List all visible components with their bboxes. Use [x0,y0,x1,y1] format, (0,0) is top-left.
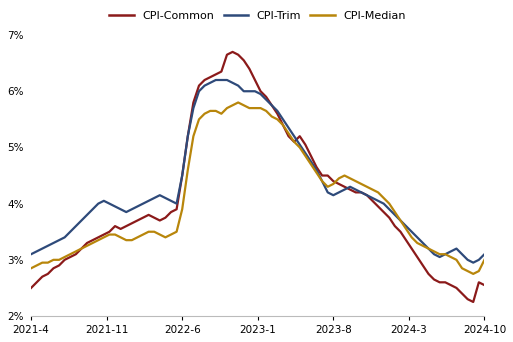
CPI-Trim [386,207,392,211]
CPI-Median [386,201,392,206]
CPI-Common [246,67,252,71]
CPI-Trim [151,196,157,200]
CPI-Common [28,286,34,290]
Line: CPI-Median: CPI-Median [31,103,484,274]
CPI-Common [134,219,141,223]
Legend: CPI-Common, CPI-Trim, CPI-Median: CPI-Common, CPI-Trim, CPI-Median [106,7,409,24]
CPI-Trim [481,252,487,256]
CPI-Trim [246,89,252,93]
CPI-Median [28,266,34,270]
CPI-Common [151,216,157,220]
CPI-Trim [470,261,476,265]
CPI-Trim [28,252,34,256]
CPI-Median [481,258,487,262]
CPI-Trim [134,205,141,209]
CPI-Median [157,233,163,237]
Line: CPI-Trim: CPI-Trim [31,80,484,263]
CPI-Common [398,230,404,234]
CPI-Common [229,50,235,54]
CPI-Trim [157,193,163,197]
CPI-Median [470,272,476,276]
CPI-Trim [213,78,219,82]
CPI-Median [398,219,404,223]
CPI-Median [134,235,141,239]
CPI-Common [470,300,476,304]
CPI-Median [151,230,157,234]
CPI-Trim [398,219,404,223]
CPI-Common [481,283,487,287]
CPI-Common [157,219,163,223]
CPI-Common [386,216,392,220]
CPI-Median [235,101,241,105]
Line: CPI-Common: CPI-Common [31,52,484,302]
CPI-Median [246,106,252,110]
